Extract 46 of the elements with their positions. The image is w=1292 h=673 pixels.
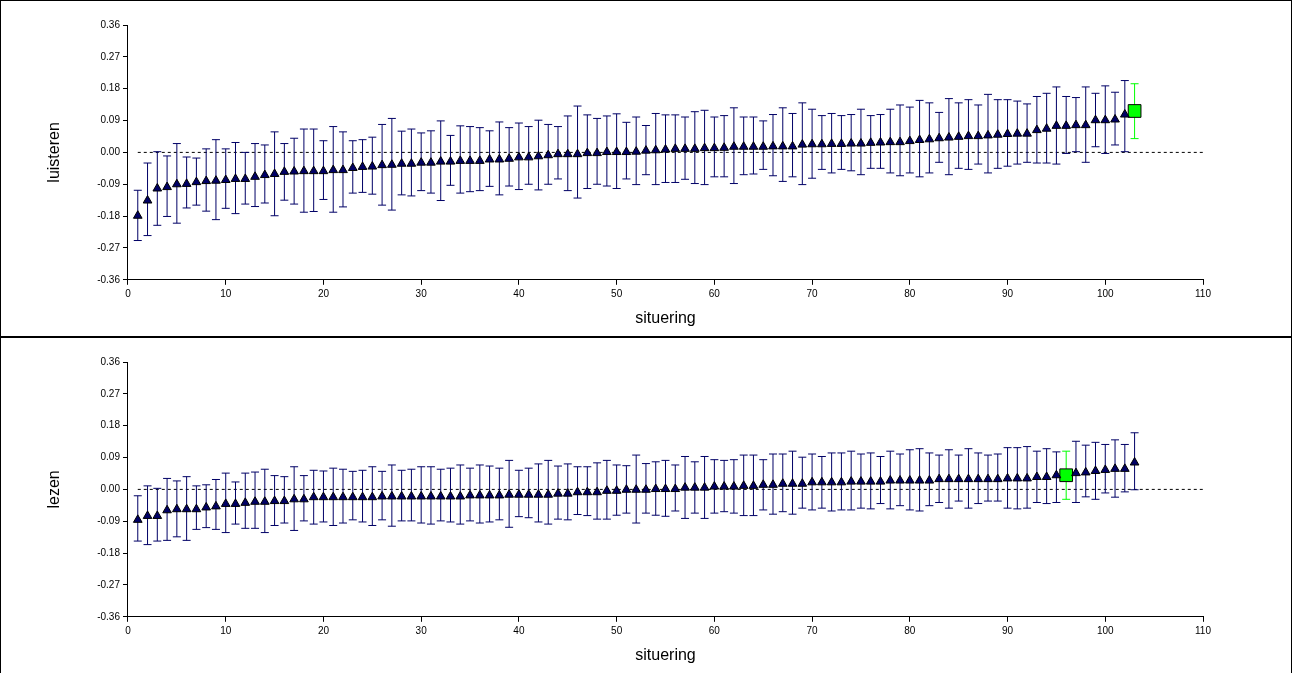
x-tick-label: 20 <box>317 624 330 636</box>
y-tick-label: -0.09 <box>97 515 121 526</box>
y-tick-label: 0.36 <box>100 18 121 30</box>
y-axis-title: luisteren <box>45 122 63 183</box>
x-tick-label: 100 <box>1096 624 1115 636</box>
x-tick-label: 40 <box>513 287 525 299</box>
x-tick-label: 70 <box>806 287 819 299</box>
x-tick-label: 0 <box>125 624 132 636</box>
y-tick-label: -0.27 <box>97 578 121 590</box>
x-tick-label: 30 <box>415 287 428 299</box>
x-tick-label: 90 <box>1001 624 1014 636</box>
x-tick-label: 80 <box>904 624 916 636</box>
y-tick-label: 0.09 <box>100 451 121 463</box>
x-tick-label: 90 <box>1001 287 1014 299</box>
x-tick-label: 60 <box>708 287 721 299</box>
y-tick-label: 0.00 <box>100 146 121 158</box>
x-tick-label: 20 <box>317 287 330 299</box>
x-axis-title: situering <box>635 645 696 663</box>
x-tick-label: 70 <box>806 624 819 636</box>
x-tick-label: 10 <box>220 624 232 636</box>
x-tick-label: 80 <box>904 287 916 299</box>
x-axis-title: situering <box>635 308 696 326</box>
x-tick-label: 110 <box>1195 624 1212 636</box>
y-tick-label: -0.36 <box>97 273 121 285</box>
y-tick-label: 0.27 <box>100 387 121 399</box>
y-tick-label: 0.18 <box>100 82 121 94</box>
y-tick-label: -0.18 <box>97 546 121 558</box>
y-tick-label: 0.09 <box>100 114 121 126</box>
y-tick-label: -0.27 <box>97 241 121 253</box>
x-tick-label: 60 <box>708 624 721 636</box>
x-tick-label: 40 <box>513 624 525 636</box>
x-tick-label: 50 <box>611 287 623 299</box>
y-tick-label: -0.18 <box>97 209 121 221</box>
x-tick-label: 30 <box>415 624 428 636</box>
x-tick-label: 50 <box>611 624 623 636</box>
y-tick-label: -0.36 <box>97 610 121 622</box>
y-tick-label: 0.18 <box>100 419 121 431</box>
y-axis-title: lezen <box>45 470 63 509</box>
y-tick-label: 0.00 <box>100 483 121 495</box>
x-tick-label: 0 <box>125 287 132 299</box>
y-tick-label: 0.36 <box>100 355 121 367</box>
x-tick-label: 100 <box>1096 287 1115 299</box>
x-tick-label: 110 <box>1195 287 1212 299</box>
y-tick-label: -0.09 <box>97 178 121 189</box>
y-tick-label: 0.27 <box>100 50 121 62</box>
x-tick-label: 10 <box>220 287 232 299</box>
